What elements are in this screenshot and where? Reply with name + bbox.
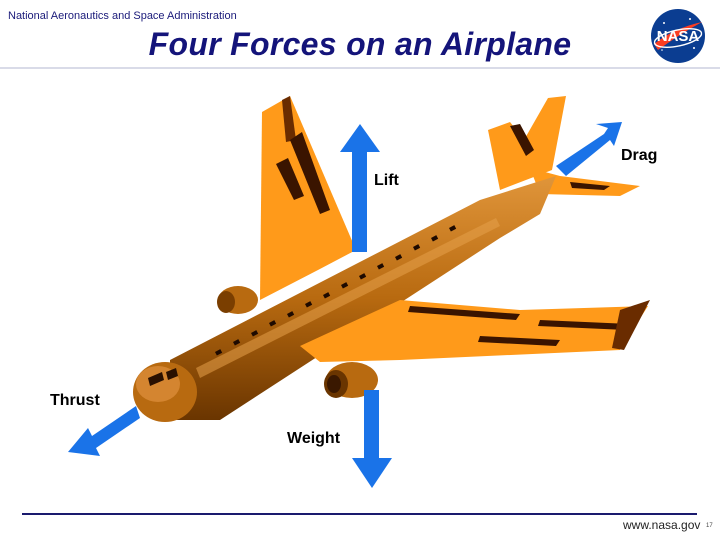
weight-label: Weight [287,430,341,447]
organization-name: National Aeronautics and Space Administr… [8,10,237,22]
tail [488,96,640,196]
nasa-logo-icon: NASA [651,9,705,63]
thrust-label: Thrust [50,392,100,409]
front-engine [324,362,378,398]
page-title: Four Forces on an Airplane [148,26,572,62]
slide-number: 17 [706,523,713,529]
footer-divider [22,513,697,515]
thrust-arrow [68,406,140,456]
website-link[interactable]: www.nasa.gov [623,518,701,532]
drag-arrow [556,122,622,176]
front-wing [300,300,650,362]
lift-arrow [340,124,380,252]
back-engine [217,286,258,314]
header-divider [0,67,720,69]
back-wing [260,96,356,300]
lift-label: Lift [374,172,399,189]
drag-label: Drag [621,147,658,164]
window-row [214,225,457,356]
fuselage [133,176,556,422]
weight-arrow [352,390,392,488]
logo-text: NASA [657,28,700,45]
